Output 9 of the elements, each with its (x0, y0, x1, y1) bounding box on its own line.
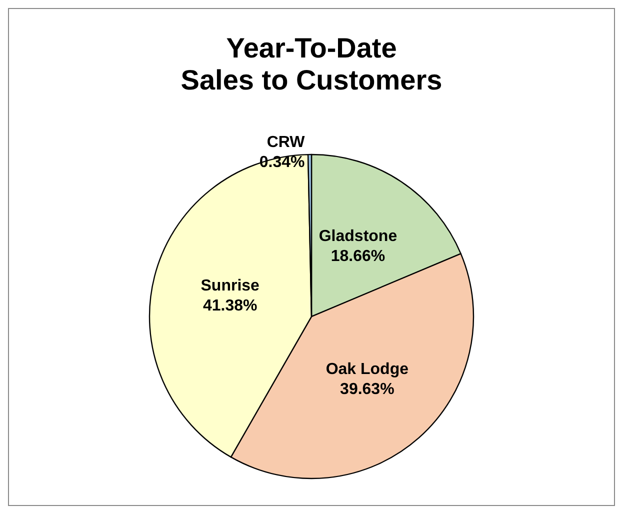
slice-label: Sunrise (200, 277, 260, 294)
chart-title: Year-To-Date Sales to Customers (180, 32, 442, 96)
data-label: 18.66% (330, 248, 386, 266)
slice-label: Gladstone (318, 228, 398, 246)
slice-label: CRW (266, 134, 306, 152)
data-label: 41.38% (202, 297, 258, 314)
slice-label: Oak Lodge (326, 360, 409, 378)
data-label: 0.34% (259, 154, 305, 172)
data-label: 39.63% (340, 380, 394, 398)
